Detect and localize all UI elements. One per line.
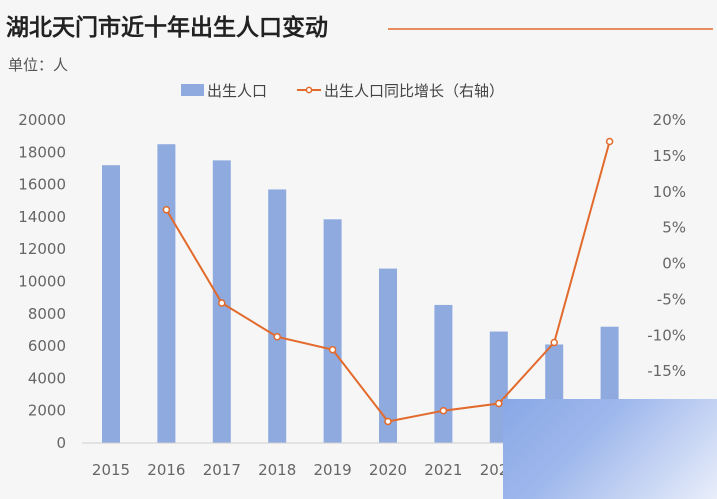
bar-2016 (157, 144, 176, 443)
legend: 出生人口 出生人口同比增长（右轴） (181, 82, 504, 100)
y-right-tick-label: 0% (662, 255, 686, 273)
y-left-tick-label: 4000 (28, 369, 66, 387)
y-left-tick-label: 0 (56, 434, 66, 452)
growth-point-2024 (605, 137, 614, 146)
legend-swatch-marker (305, 86, 313, 94)
y-right-tick-label: 15% (653, 147, 686, 165)
growth-point-2016 (162, 205, 171, 214)
y-left-tick-label: 2000 (28, 402, 66, 420)
y-left-tick-label: 12000 (18, 240, 66, 258)
line-series (162, 137, 614, 426)
y-right-tick-label: -5% (657, 290, 686, 308)
x-tick-label: 2016 (147, 461, 185, 479)
x-tick-label: 2021 (424, 461, 462, 479)
right-axis: 20% 15% 10% 5% 0% -5% -10% -15% (647, 111, 686, 380)
x-axis: 2015 2016 2017 2018 2019 2020 2021 2022 (92, 461, 518, 479)
y-right-tick-label: -10% (647, 326, 686, 344)
y-left-tick-label: 6000 (28, 337, 66, 355)
x-tick-label: 2019 (314, 461, 352, 479)
growth-point-2020 (384, 417, 392, 426)
bar-2020 (379, 268, 397, 443)
growth-point-2021 (439, 406, 448, 415)
growth-point-2019 (328, 345, 337, 354)
y-right-tick-label: 20% (653, 111, 686, 129)
y-left-tick-label: 8000 (28, 305, 66, 323)
y-left-tick-label: 10000 (18, 273, 66, 291)
x-tick-label: 2018 (258, 461, 296, 479)
legend-swatch-bar (181, 84, 204, 96)
growth-point-2017 (218, 299, 226, 307)
unit-label: 单位：人 (8, 56, 68, 74)
bar-2018 (268, 189, 287, 443)
bar-2019 (323, 219, 342, 443)
bar-2021 (434, 304, 453, 443)
x-tick-label: 2015 (92, 461, 130, 479)
x-tick-label: 2017 (203, 461, 241, 479)
x-tick-label: 2020 (369, 461, 407, 479)
left-axis: 0 2000 4000 6000 8000 10000 12000 14000 16000 180… (18, 111, 66, 452)
bar-2015 (102, 165, 120, 443)
growth-point-2023 (550, 338, 558, 347)
y-right-tick-label: 5% (662, 219, 686, 237)
y-right-tick-label: -15% (647, 362, 686, 380)
y-left-tick-label: 16000 (18, 176, 66, 194)
legend-label-bar: 出生人口 (207, 82, 267, 100)
y-left-tick-label: 14000 (18, 208, 66, 226)
legend-label-line: 出生人口同比增长（右轴） (324, 82, 504, 100)
y-left-tick-label: 20000 (18, 111, 66, 129)
y-right-tick-label: 10% (653, 183, 686, 201)
chart-title: 湖北天门市近十年出生人口变动 (6, 14, 328, 41)
growth-point-2022 (495, 399, 503, 408)
corner-overlay (503, 399, 717, 499)
growth-point-2018 (273, 333, 281, 341)
y-left-tick-label: 18000 (18, 143, 66, 161)
